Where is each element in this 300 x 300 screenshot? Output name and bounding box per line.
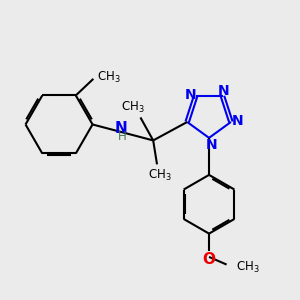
- Text: N: N: [232, 114, 244, 128]
- Text: H: H: [118, 130, 126, 143]
- Text: CH$_3$: CH$_3$: [121, 100, 144, 115]
- Text: N: N: [184, 88, 196, 102]
- Text: N: N: [115, 121, 128, 136]
- Text: N: N: [218, 84, 230, 98]
- Text: CH$_3$: CH$_3$: [97, 70, 121, 85]
- Text: N: N: [206, 138, 218, 152]
- Text: CH$_3$: CH$_3$: [236, 260, 260, 275]
- Text: CH$_3$: CH$_3$: [148, 168, 172, 183]
- Text: O: O: [202, 252, 215, 267]
